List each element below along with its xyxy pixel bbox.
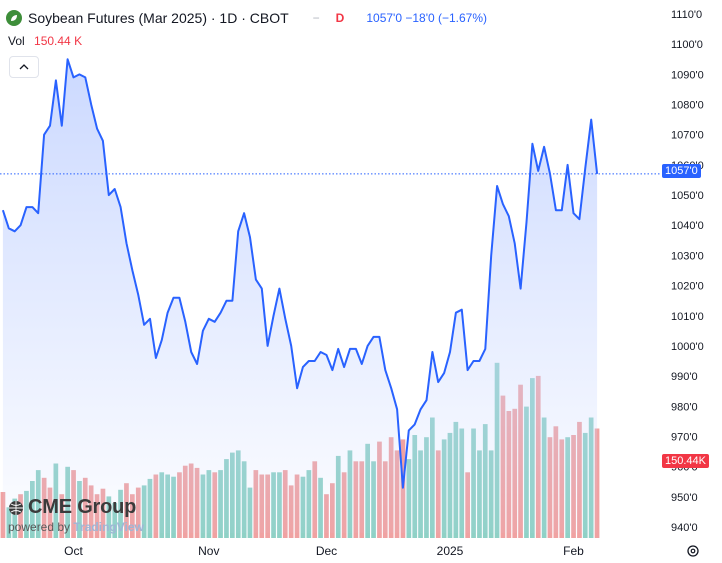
powered-text: powered by [8,520,71,534]
x-tick-label: Oct [64,544,83,558]
globe-icon [9,500,23,515]
x-tick-label: 2025 [437,544,464,558]
minus-icon: − [312,11,320,25]
y-tick-label: 1090'0 [671,69,704,81]
volume-tag: 150.44K [662,454,709,468]
y-tick-label: 1020'0 [671,281,704,293]
soybean-icon [6,10,22,26]
price-area-fill [2,59,598,534]
y-tick-label: 1010'0 [671,311,704,323]
volume-value: 150.44 K [34,34,83,48]
powered-brand: TradingView [73,520,144,534]
y-tick-label: 1050'0 [671,190,704,202]
delayed-flag: D [335,11,345,25]
y-tick-label: 990'0 [671,371,698,383]
time-axis: Oct Nov Dec 2025 Feb [64,544,584,558]
y-tick-label: 1000'0 [671,341,704,353]
y-tick-label: 980'0 [671,401,698,413]
price-line [1,58,599,489]
powered-by: powered by TradingView [8,520,144,534]
y-tick-label: 970'0 [671,431,698,443]
x-tick-label: Feb [563,544,584,558]
branding: CME Group powered by TradingView [8,496,144,534]
chart-header: Soybean Futures (Mar 2025) · 1D · CBOT −… [6,8,487,28]
y-tick-label: 940'0 [671,522,698,534]
logo-text: CME Group [28,496,137,518]
x-tick-label: Nov [198,544,219,558]
volume-legend: Vol 150.44 K [8,34,82,48]
price-axis: 1110'01100'01090'01080'01070'01060'01050… [671,9,704,534]
gear-icon[interactable] [686,544,700,558]
y-tick-label: 1110'0 [671,9,702,21]
volume-label: Vol [8,34,25,48]
chevron-up-icon [19,64,29,70]
y-tick-label: 1080'0 [671,100,704,112]
x-tick-label: Dec [316,544,337,558]
collapse-legend-button[interactable] [9,56,39,78]
cme-logo: CME Group [8,496,144,519]
last-price-tag: 1057'0 [662,164,701,178]
y-tick-label: 950'0 [671,492,698,504]
y-tick-label: 1070'0 [671,130,704,142]
y-tick-label: 1030'0 [671,250,704,262]
y-tick-label: 1100'0 [671,39,703,51]
quote-change: 1057'0 −18'0 (−1.67%) [366,11,488,25]
symbol-title[interactable]: Soybean Futures (Mar 2025) · 1D · CBOT [28,10,289,26]
y-tick-label: 1040'0 [671,220,704,232]
